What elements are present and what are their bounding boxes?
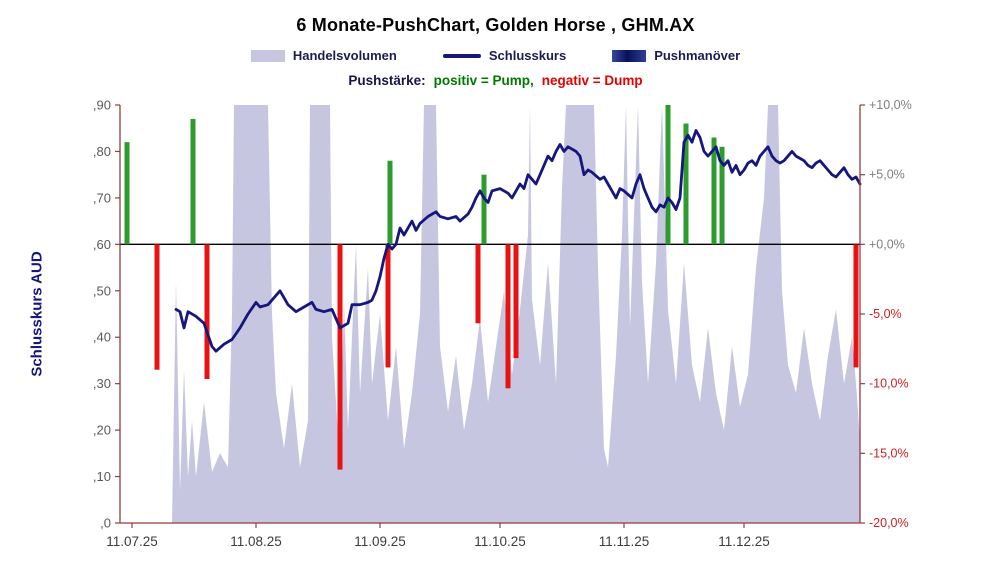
x-axis-label: 11.11.25 xyxy=(599,534,650,549)
left-axis-label: ,60 xyxy=(93,237,111,252)
pump-bar xyxy=(387,160,393,245)
right-axis-label: +0,0% xyxy=(869,237,905,251)
dump-bar xyxy=(505,244,511,389)
right-axis-label: +10,0% xyxy=(869,98,912,112)
chart-title: 6 Monate-PushChart, Golden Horse , GHM.A… xyxy=(296,15,695,35)
pump-bar xyxy=(665,105,671,245)
x-axis-label: 11.12.25 xyxy=(718,534,770,549)
x-axis-label: 11.08.25 xyxy=(230,534,282,549)
pump-bar xyxy=(683,123,689,245)
right-axis-label: -5,0% xyxy=(869,307,902,321)
left-axis-label: ,30 xyxy=(93,376,111,391)
close-line-swatch xyxy=(442,53,481,58)
dump-bar xyxy=(513,244,519,359)
x-axis-label: 11.10.25 xyxy=(474,534,526,549)
pump-bar xyxy=(481,174,487,245)
right-axis-label: -20,0% xyxy=(869,516,909,530)
legend-push-label: Pushmanöver xyxy=(654,48,741,63)
left-axis-label: ,40 xyxy=(93,330,111,345)
legend-item-volume: Handelsvolumen xyxy=(250,48,397,63)
right-axis-label: +5,0% xyxy=(869,168,905,182)
right-axis-label: -10,0% xyxy=(869,377,909,391)
subtitle-pump: positiv = Pump, xyxy=(433,73,534,88)
right-axis-label: -15,0% xyxy=(869,446,909,460)
dump-bar xyxy=(385,244,391,368)
left-axis-label: ,0 xyxy=(100,516,111,531)
pump-bar xyxy=(719,146,725,245)
left-axis-label: ,80 xyxy=(93,144,111,159)
pump-bar xyxy=(124,142,130,245)
dump-bar xyxy=(204,244,210,380)
subtitle-dump: negativ = Dump xyxy=(541,73,643,88)
legend: Handelsvolumen Schlusskurs Pushmanöver xyxy=(0,48,991,63)
pump-bar xyxy=(711,137,717,245)
subtitle-prefix: Pushstärke: xyxy=(348,73,426,88)
left-axis-label: ,20 xyxy=(93,423,111,438)
left-axis-label: ,10 xyxy=(93,469,111,484)
legend-volume-label: Handelsvolumen xyxy=(292,48,397,63)
close-price-line xyxy=(174,129,862,353)
push-swatch xyxy=(612,49,647,62)
dump-bar xyxy=(154,244,160,370)
legend-item-close: Schlusskurs xyxy=(442,48,567,63)
volume-area xyxy=(172,105,860,523)
dump-bar xyxy=(475,244,481,324)
legend-close-label: Schlusskurs xyxy=(488,48,567,63)
dump-bar xyxy=(853,244,859,368)
x-axis-label: 11.09.25 xyxy=(354,534,406,549)
left-axis-label: ,70 xyxy=(93,190,111,205)
pump-bar xyxy=(190,118,196,245)
left-axis-label: ,50 xyxy=(93,283,111,298)
push-strength-subtitle: Pushstärke: positiv = Pump, negativ = Du… xyxy=(0,73,991,88)
legend-item-push: Pushmanöver xyxy=(612,48,740,63)
x-axis-label: 11.07.25 xyxy=(106,534,158,549)
volume-swatch xyxy=(250,49,285,62)
dump-bar xyxy=(337,244,343,470)
left-axis-label: ,90 xyxy=(93,98,111,113)
